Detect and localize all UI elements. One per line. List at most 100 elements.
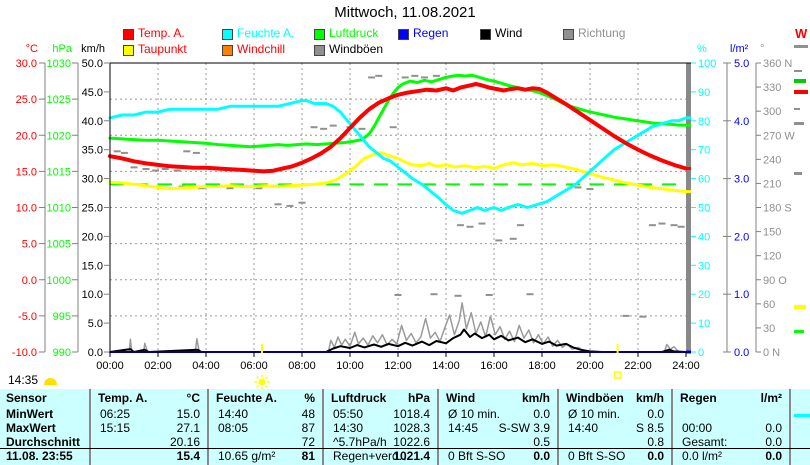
pressure-axis: hPa 1030 1025 1020 1015 1010 1005 1000 995 990 <box>47 43 79 359</box>
rain-axis-tick-label: 4.0 <box>734 116 749 128</box>
table-header-temp-a: Temp. A. <box>98 391 148 405</box>
table-cell-value-temp-a-maxwert: 27.1 <box>176 421 200 435</box>
sun-core <box>258 378 266 386</box>
temp-axis-tick-label: 15.0 <box>16 166 37 178</box>
sun-marks <box>254 344 622 389</box>
table-cell-value-windboen-11-08-23-55: 0.0 <box>647 449 664 463</box>
table-cell-time-feuchte-a-11-08-23-55: 10.65 g/m² <box>218 449 276 463</box>
richtung-mark <box>466 225 474 228</box>
table-cell-time-feuchte-a-maxwert: 08:05 <box>218 421 249 435</box>
pressure-axis-tick-label: 995 <box>53 311 71 323</box>
pressure-axis-unit: hPa <box>52 43 72 55</box>
richtung-mark <box>478 222 486 225</box>
table-header-feuchte-a: Feuchte A. <box>216 391 277 405</box>
direction-axis-tick-label: 150 <box>763 227 781 239</box>
time-axis-label: 06:00 <box>240 360 268 372</box>
richtung-mark <box>401 76 409 79</box>
time-axis-label: 08:00 <box>288 360 316 372</box>
legend-item-taupunkt: Taupunkt <box>138 42 187 56</box>
table-cell-time-luftdruck-durchschnitt: ^5.7hPa/h <box>333 435 387 449</box>
legend-swatch-windboen <box>314 45 325 56</box>
edge-strip-mark <box>794 172 802 175</box>
direction-axis-tick-label: 210 <box>763 178 781 190</box>
edge-strip-mark <box>794 122 804 125</box>
direction-axis-tick-label: 360 N <box>763 58 792 70</box>
humidity-axis-tick-label: 10 <box>698 318 710 330</box>
table-header-unit-feuchte-a: % <box>304 391 315 405</box>
pressure-axis-tick-label: 1020 <box>47 130 71 142</box>
series-temp-a <box>108 82 688 174</box>
time-axis-label: 16:00 <box>480 360 508 372</box>
legend-item-temp-a: Temp. A. <box>138 26 185 40</box>
legend-item-windboen: Windböen <box>329 42 384 56</box>
richtung-mark <box>358 127 366 130</box>
table-cell-value-luftdruck-11-08-23-55: 1021.4 <box>393 449 430 463</box>
sun-ray <box>256 385 259 388</box>
sun-ray <box>264 385 268 388</box>
series-richtung <box>113 74 685 318</box>
pressure-axis-tick-label: 1000 <box>47 275 71 287</box>
wind-axis-tick-label: 50.0 <box>82 58 103 70</box>
table-header-luftdruck: Luftdruck <box>331 391 387 405</box>
legend-swatch-windchill <box>222 45 233 56</box>
direction-axis-tick-label: 270 W <box>763 130 795 142</box>
statistics-table: Sensor Temp. A. °C Feuchte A.% Luftdruck hPa W… <box>0 389 810 465</box>
time-axis-label: 10:00 <box>336 360 364 372</box>
humidity-axis-tick-label: 0 <box>698 347 704 359</box>
direction-axis-tick-label: 330 <box>763 82 781 94</box>
table-cell-value-wind-durchschnitt: 0.5 <box>533 435 550 449</box>
table-cell-value-luftdruck-minwert: 1018.4 <box>393 407 430 421</box>
table-cell-time-wind-11-08-23-55: 0 Bft S-SO <box>448 449 506 463</box>
richtung-mark <box>639 315 647 318</box>
wind-axis-tick-label: 30.0 <box>82 174 103 186</box>
richtung-mark <box>192 151 200 154</box>
legend-swatch-taupunkt <box>123 45 134 56</box>
series-taupunkt <box>108 151 688 194</box>
humidity-axis-tick-label: 100 <box>698 58 716 70</box>
table-column-separator <box>437 389 439 465</box>
richtung-mark <box>368 76 376 79</box>
wind-axis-unit: km/h <box>81 43 105 55</box>
humidity-axis-tick-label: 60 <box>698 174 710 186</box>
legend-swatch-luftdruck <box>314 29 325 40</box>
time-axis-label: 04:00 <box>192 360 220 372</box>
wind-axis-tick-label: 40.0 <box>82 116 103 128</box>
chart-legend: Temp. A. Feuchte A. Luftdruck Regen Wind Rich… <box>0 0 810 60</box>
temp-axis: °C 30.0 25.0 20.0 15.0 10.0 5.0 0.0 -5.0 -10.0 <box>12 43 46 359</box>
direction-axis-tick-label: 240 <box>763 154 781 166</box>
table-cell-value-regen-maxwert: 0.0 <box>765 421 782 435</box>
time-axis-label: 20:00 <box>576 360 604 372</box>
rain-axis: l/m² 5.0 4.0 3.0 2.0 1.0 0.0 <box>723 43 749 359</box>
table-cell-time-wind-maxwert: 14:45 <box>448 421 479 435</box>
table-header-unit-luftdruck: hPa <box>407 391 430 405</box>
richtung-mark <box>432 74 440 77</box>
sunrise-tick <box>260 344 263 353</box>
time-axis: 00:00 02:00 04:00 06:00 08:00 10:00 12:00 14:00… <box>96 352 700 372</box>
status-time: 14:35 <box>8 373 39 387</box>
time-axis-label: 22:00 <box>624 360 652 372</box>
richtung-mark <box>310 126 318 129</box>
time-axis-label: 14:00 <box>432 360 460 372</box>
table-cell-value-feuchte-a-11-08-23-55: 81 <box>301 449 315 463</box>
richtung-mark <box>120 151 128 154</box>
pressure-axis-tick-label: 1010 <box>47 203 71 215</box>
edge-marker-taupunkt <box>686 190 691 194</box>
sun-ray <box>256 376 259 379</box>
edge-strip-mark <box>794 79 806 83</box>
temp-axis-tick-label: 10.0 <box>16 203 37 215</box>
wind-axis-tick-label: 20.0 <box>82 231 103 243</box>
table-current-row-separator <box>0 448 810 449</box>
direction-axis-tick-label: 120 <box>763 251 781 263</box>
table-row-label-minwert: MinWert <box>6 407 54 421</box>
richtung-mark <box>526 293 534 296</box>
table-cell-time-luftdruck-11-08-23-55: Regen+verd.↓ <box>333 449 409 463</box>
richtung-mark <box>648 224 656 227</box>
table-row-label-durchschnitt: Durchschnitt <box>6 435 81 449</box>
table-header-unit-regen: l/m² <box>760 391 782 405</box>
table-cell-time-luftdruck-maxwert: 14:30 <box>333 421 364 435</box>
table-cell-time-luftdruck-minwert: 05:50 <box>333 407 364 421</box>
humidity-axis-tick-label: 40 <box>698 231 710 243</box>
table-cell-value-wind-maxwert: S-SW 3.9 <box>498 421 550 435</box>
table-cell-time-windboen-minwert: Ø 10 min. <box>568 407 621 421</box>
